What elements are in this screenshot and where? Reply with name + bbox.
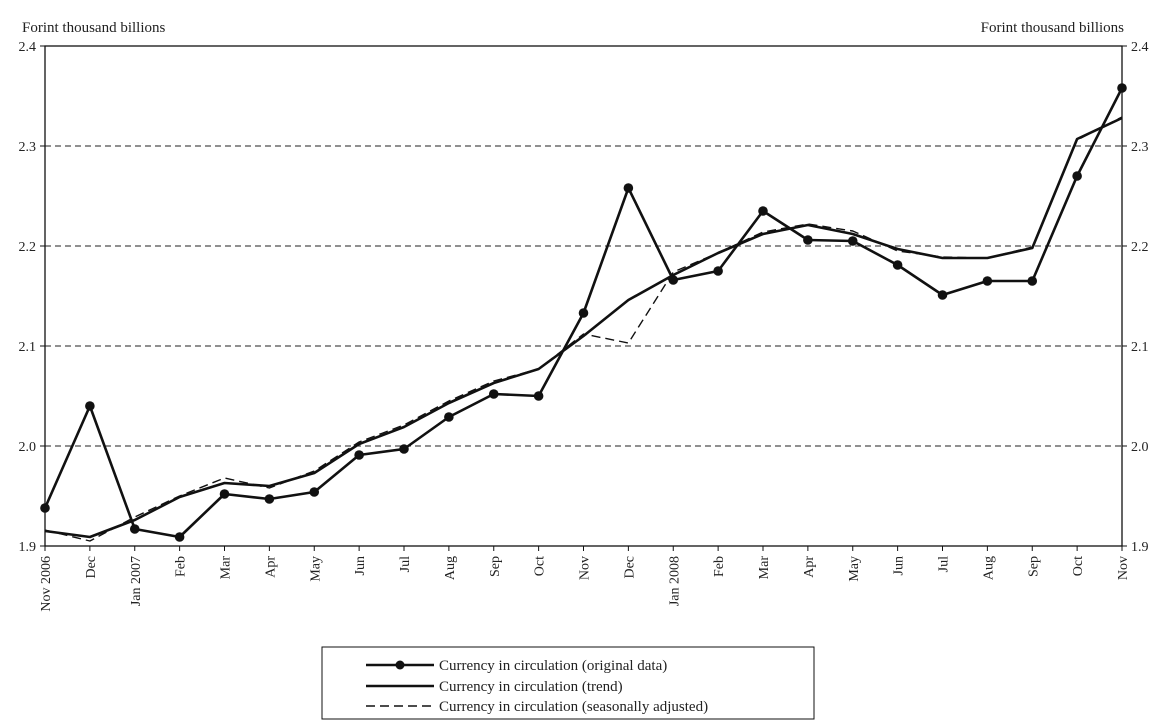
legend: Currency in circulation (original data) … <box>321 646 815 720</box>
series-0-point-13 <box>623 183 634 193</box>
series-0-point-24 <box>1117 83 1127 93</box>
x-tick-label-11: Oct <box>533 556 548 576</box>
legend-marker-original <box>395 660 405 670</box>
x-tick-label-3: Feb <box>174 556 189 577</box>
y-right-tick-label-2.3: 2.3 <box>1131 140 1149 155</box>
series-0-point-1 <box>85 401 95 411</box>
series-0-point-10 <box>488 389 499 399</box>
series-line-2 <box>44 116 1123 542</box>
legend-item-seasonally-adjusted: Currency in circulation (seasonally adju… <box>366 699 708 715</box>
x-tick-label-0: Nov 2006 <box>39 556 54 612</box>
y-right-tick-label-2.1: 2.1 <box>1131 340 1149 355</box>
series-0-point-18 <box>847 236 858 246</box>
series-0-point-21 <box>982 276 993 286</box>
left-axis-label: Forint thousand billions <box>22 20 166 36</box>
series-0-point-3 <box>174 532 185 542</box>
legend-label-trend: Currency in circulation (trend) <box>439 679 623 695</box>
x-tick-label-10: Sep <box>488 556 503 577</box>
y-left-tick-label-2.4: 2.4 <box>19 40 37 55</box>
y-left-tick-label-2.3: 2.3 <box>19 140 37 155</box>
x-tick-label-2: Jan 2007 <box>129 556 144 606</box>
x-tick-marks <box>44 546 1123 551</box>
plot-frame <box>44 45 1123 547</box>
series-0-point-14 <box>668 275 679 285</box>
series-0-point-2 <box>129 524 140 534</box>
right-axis-label: Forint thousand billions <box>981 20 1125 36</box>
y-tick-marks <box>40 45 1127 547</box>
y-right-tick-label-2.4: 2.4 <box>1131 40 1149 55</box>
x-tick-label-8: Jul <box>398 556 413 572</box>
y-left-tick-labels: 1.9 2.0 2.1 2.2 2.3 2.4 <box>19 40 37 555</box>
series-0-point-16 <box>758 206 768 216</box>
x-tick-label-12: Nov <box>578 556 593 580</box>
series-0-point-11 <box>533 391 544 401</box>
x-tick-label-19: Jun <box>892 556 907 575</box>
y-left-tick-label-1.9: 1.9 <box>19 540 37 555</box>
y-left-tick-label-2.0: 2.0 <box>19 440 37 455</box>
x-tick-label-23: Oct <box>1071 556 1086 576</box>
x-tick-label-9: Aug <box>443 556 458 580</box>
x-tick-label-13: Dec <box>622 556 637 579</box>
legend-label-original: Currency in circulation (original data) <box>439 658 667 674</box>
x-tick-label-6: May <box>308 556 323 582</box>
legend-item-original: Currency in circulation (original data) <box>366 658 667 674</box>
x-tick-label-18: May <box>847 556 862 582</box>
x-tick-label-24: Nov <box>1116 556 1131 580</box>
legend-item-trend: Currency in circulation (trend) <box>366 679 623 695</box>
series-0-point-8 <box>399 444 409 454</box>
y-right-tick-labels: 1.9 2.0 2.1 2.2 2.3 2.4 <box>1131 40 1149 555</box>
x-tick-label-22: Sep <box>1026 556 1041 577</box>
series-layer <box>40 83 1127 542</box>
x-tick-labels: Nov 2006 Dec Jan 2007 Feb Mar Apr May Jun Jul Aug… <box>39 556 1131 612</box>
series-0-point-17 <box>803 235 813 245</box>
x-tick-label-21: Aug <box>981 556 996 580</box>
legend-box <box>321 646 815 720</box>
series-0-point-9 <box>444 412 454 422</box>
series-0-point-4 <box>219 489 230 499</box>
series-0-point-0 <box>40 503 50 513</box>
series-0-point-5 <box>264 494 275 504</box>
x-tick-label-4: Mar <box>219 556 234 580</box>
gridlines <box>45 145 1122 447</box>
x-tick-label-16: Mar <box>757 556 772 580</box>
x-tick-label-14: Jan 2008 <box>667 556 682 606</box>
series-0-point-19 <box>892 260 903 270</box>
series-0-point-23 <box>1072 171 1082 181</box>
y-right-tick-label-2.0: 2.0 <box>1131 440 1149 455</box>
y-right-tick-label-2.2: 2.2 <box>1131 240 1149 255</box>
series-line-1 <box>44 116 1123 539</box>
y-right-tick-label-1.9: 1.9 <box>1131 540 1149 555</box>
x-tick-label-15: Feb <box>712 556 727 577</box>
x-tick-label-5: Apr <box>263 556 278 578</box>
y-left-tick-label-2.2: 2.2 <box>19 240 37 255</box>
x-tick-label-20: Jul <box>937 556 952 572</box>
x-tick-label-1: Dec <box>84 556 99 579</box>
y-left-tick-label-2.1: 2.1 <box>19 340 37 355</box>
x-tick-label-7: Jun <box>353 556 368 575</box>
series-0-point-20 <box>937 290 948 300</box>
series-0-point-15 <box>713 266 723 276</box>
x-tick-label-17: Apr <box>802 556 817 578</box>
legend-label-seasonally-adjusted: Currency in circulation (seasonally adju… <box>439 699 708 715</box>
series-0-point-6 <box>309 487 320 497</box>
series-0-point-12 <box>578 308 589 318</box>
series-0-point-22 <box>1027 276 1038 286</box>
series-0-point-7 <box>354 450 364 460</box>
